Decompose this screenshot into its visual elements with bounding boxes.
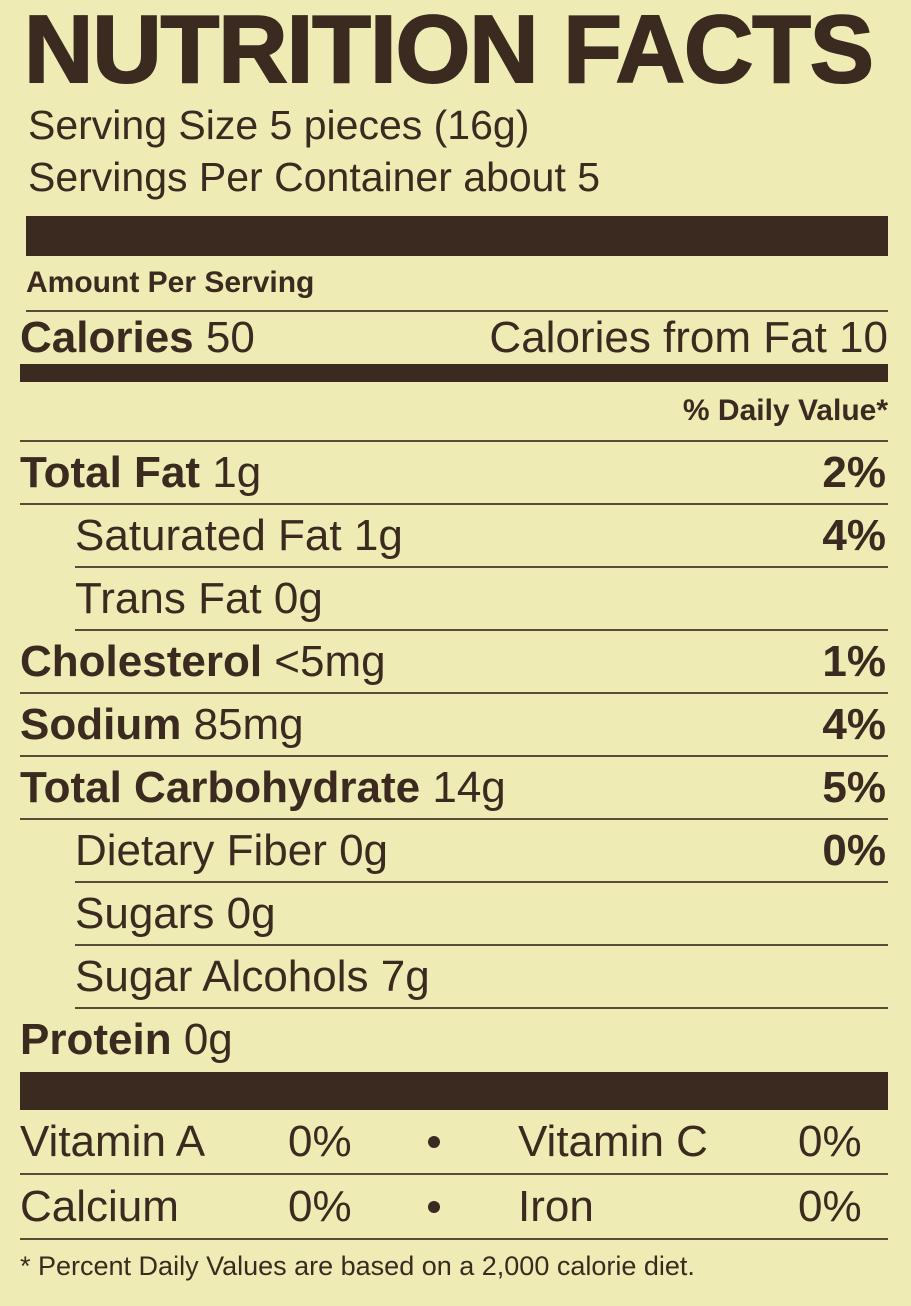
nutrient-row: Dietary Fiber 0g 0%: [75, 820, 888, 883]
vitamin-daily-value: 0%: [288, 1181, 352, 1231]
vitamin-daily-value: 0%: [798, 1181, 862, 1231]
nutrient-daily-value: 5%: [822, 762, 886, 812]
bullet: [428, 1200, 440, 1213]
nutrient-name: Saturated Fat: [75, 510, 342, 560]
nutrient-row: Total Fat 1g 2%: [20, 442, 888, 505]
nutrient-row: Trans Fat 0g: [75, 568, 888, 631]
vitamin-name: Vitamin A: [20, 1116, 206, 1166]
nutrient-amount: 14g: [432, 762, 506, 812]
nutrient-row: Saturated Fat 1g 4%: [75, 505, 888, 568]
nutrient-amount: 0g: [273, 573, 323, 623]
title: NUTRITION FACTS: [23, 0, 875, 103]
calories-row: Calories 50 Calories from Fat 10: [20, 312, 888, 364]
serving-size: Serving Size 5 pieces (16g): [28, 102, 530, 148]
nutrient-amount: 7g: [380, 951, 430, 1001]
nutrient-amount: 1g: [212, 447, 262, 497]
nutrient-row: Cholesterol <5mg 1%: [20, 631, 888, 694]
nutrient-amount: 0g: [183, 1014, 233, 1064]
vitamin-row: Calcium 0% Iron 0%: [20, 1175, 888, 1240]
nutrient-row: Sugar Alcohols 7g: [75, 946, 888, 1009]
nutrient-row: Sodium 85mg 4%: [20, 694, 888, 757]
nutrient-name: Sugars: [75, 888, 215, 938]
servings-per-container: Servings Per Container about 5: [28, 154, 601, 200]
vitamin-name: Vitamin C: [518, 1116, 708, 1166]
daily-value-header: % Daily Value*: [682, 394, 888, 427]
nutrient-name: Sugar Alcohols: [75, 951, 369, 1001]
nutrient-amount: 0g: [226, 888, 276, 938]
vitamin-name: Calcium: [20, 1181, 179, 1231]
nutrient-row: Protein 0g: [20, 1009, 888, 1070]
nutrient-daily-value: 4%: [822, 510, 886, 560]
footnote: * Percent Daily Values are based on a 2,…: [20, 1251, 695, 1281]
nutrient-daily-value: 4%: [822, 699, 886, 749]
vitamin-daily-value: 0%: [798, 1116, 862, 1166]
amount-per-serving: Amount Per Serving: [26, 266, 315, 299]
vitamin-daily-value: 0%: [288, 1116, 352, 1166]
nutrient-name: Dietary Fiber: [75, 825, 327, 875]
vitamin-row: Vitamin A 0% Vitamin C 0%: [20, 1110, 888, 1175]
bullet: [428, 1135, 440, 1148]
nutrient-daily-value: 0%: [822, 825, 886, 875]
calories-label: Calories: [20, 313, 194, 362]
nutrient-name: Trans Fat: [75, 573, 262, 623]
nutrient-name: Cholesterol: [20, 636, 263, 686]
nutrient-amount: <5mg: [274, 636, 386, 686]
medium-rule: [20, 364, 888, 382]
nutrient-daily-value: 2%: [822, 447, 886, 497]
nutrient-row: Total Carbohydrate 14g 5%: [20, 757, 888, 820]
thick-rule: [26, 216, 888, 256]
nutrient-name: Total Carbohydrate: [20, 762, 421, 812]
nutrient-amount: 0g: [339, 825, 389, 875]
calories-value: 50: [205, 313, 255, 362]
nutrient-row: Sugars 0g: [75, 883, 888, 946]
nutrition-label: NUTRITION FACTS Serving Size 5 pieces (1…: [20, 0, 888, 1286]
thick-rule: [20, 1072, 888, 1110]
nutrient-name: Total Fat: [20, 447, 201, 497]
calories-from-fat: Calories from Fat 10: [489, 313, 888, 362]
nutrient-name: Sodium: [20, 699, 182, 749]
nutrient-amount: 1g: [353, 510, 403, 560]
nutrient-name: Protein: [20, 1014, 172, 1064]
nutrient-daily-value: 1%: [822, 636, 886, 686]
nutrient-amount: 85mg: [193, 699, 304, 749]
vitamin-name: Iron: [518, 1181, 594, 1231]
